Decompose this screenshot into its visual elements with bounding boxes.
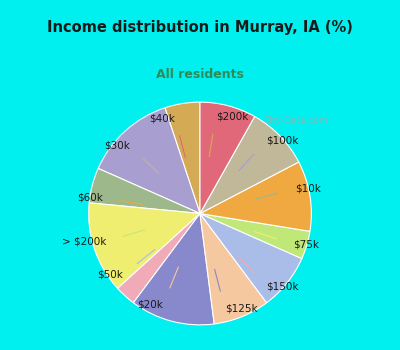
Wedge shape [200,214,267,324]
Wedge shape [98,108,200,214]
Wedge shape [165,102,200,214]
Text: All residents: All residents [156,68,244,81]
Text: $10k: $10k [295,184,321,194]
Text: > $200k: > $200k [62,236,106,246]
Text: $200k: $200k [216,112,248,122]
Text: $20k: $20k [137,299,163,309]
Wedge shape [200,162,311,231]
Text: $150k: $150k [266,281,298,291]
Text: City-Data.com: City-Data.com [264,116,328,125]
Text: $100k: $100k [266,136,298,146]
Wedge shape [133,214,214,325]
Text: $30k: $30k [104,140,130,150]
Wedge shape [200,214,310,259]
Text: $75k: $75k [293,239,319,250]
Wedge shape [118,214,200,303]
Wedge shape [89,203,200,288]
Wedge shape [200,102,255,214]
Text: $50k: $50k [98,270,123,280]
Wedge shape [200,117,299,214]
Text: $40k: $40k [149,114,175,124]
Text: $125k: $125k [225,303,258,313]
Wedge shape [89,168,200,214]
Text: $60k: $60k [77,193,103,203]
Text: Income distribution in Murray, IA (%): Income distribution in Murray, IA (%) [47,20,353,35]
Wedge shape [200,214,302,303]
